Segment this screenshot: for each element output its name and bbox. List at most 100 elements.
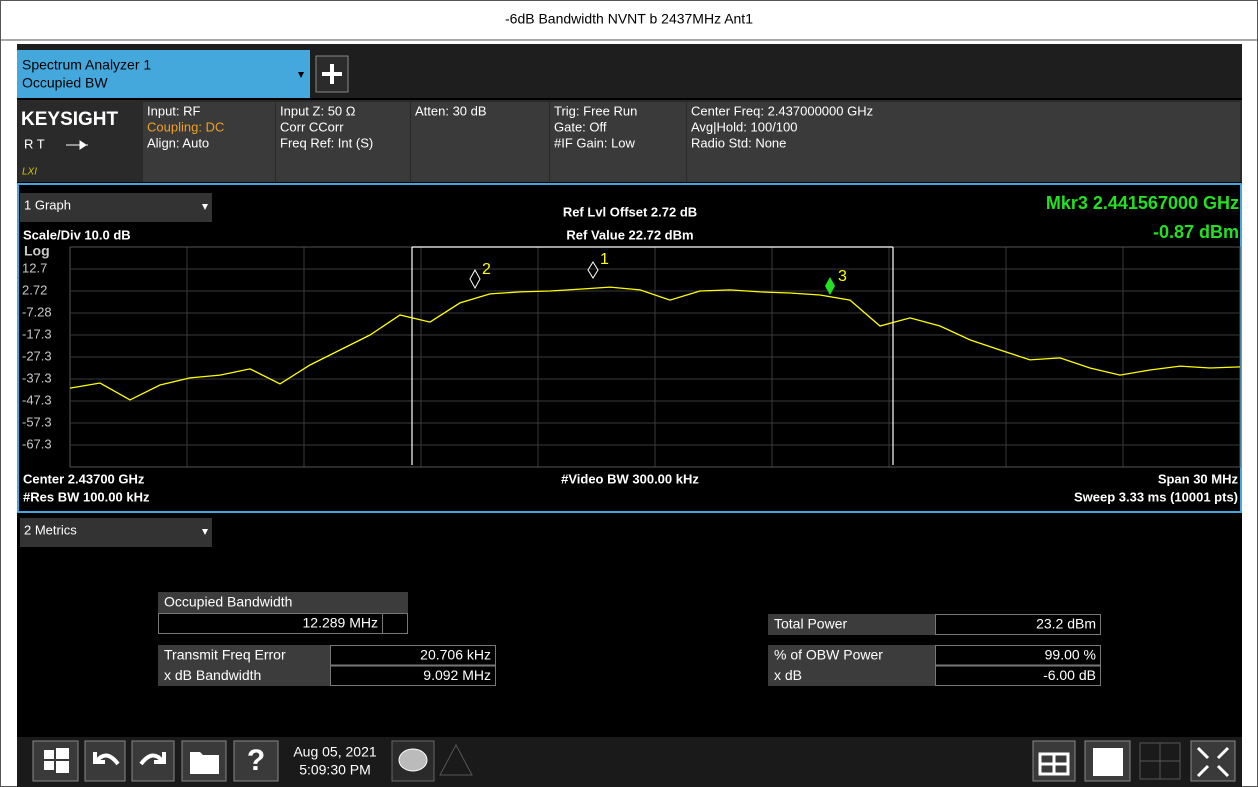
info-cell <box>411 102 549 182</box>
y-tick-label: 12.7 <box>22 260 47 275</box>
y-tick-label: 2.72 <box>22 282 47 297</box>
date: Aug 05, 2021 <box>293 744 377 760</box>
layout-icon <box>1038 752 1070 776</box>
metric-label-cell <box>768 645 935 666</box>
tab-line1: Spectrum Analyzer 1 <box>22 57 151 73</box>
time: 5:09:30 PM <box>299 762 371 778</box>
info-text: Coupling: DC <box>147 119 224 134</box>
y-tick-label: -57.3 <box>22 414 52 429</box>
title: -6dB Bandwidth NVNT b 2437MHz Ant1 <box>505 11 753 27</box>
obw-label: Occupied Bandwidth <box>164 594 292 610</box>
info-text: Input: RF <box>147 103 201 118</box>
graph-panel-label: 1 Graph <box>24 197 71 212</box>
info-text: Gate: Off <box>554 119 607 134</box>
metric-label-cell <box>158 665 330 686</box>
obw-value: 12.289 MHz <box>303 615 378 631</box>
lxi: LXI <box>22 167 37 178</box>
metric-cell <box>935 614 1101 635</box>
metric-label-cell <box>768 614 935 635</box>
marker-label: 2 <box>482 261 491 278</box>
marker-freq: Mkr3 2.441567000 GHz <box>1046 193 1239 213</box>
metric-value: 20.706 kHz <box>420 647 491 663</box>
center: Center 2.43700 GHz <box>23 471 145 486</box>
fullscreen-icon <box>1196 746 1230 778</box>
res-bw: #Res BW 100.00 kHz <box>23 489 150 504</box>
brand: KEYSIGHT <box>21 109 119 130</box>
info-text: Corr CCorr <box>280 119 344 134</box>
help-icon: ? <box>247 744 265 777</box>
metric-cell <box>330 645 496 666</box>
log-label: Log <box>24 243 50 259</box>
info-text: Input Z: 50 Ω <box>280 103 356 118</box>
tab-caret <box>298 72 304 78</box>
metric-label: x dB <box>774 667 802 683</box>
info-text: Radio Std: None <box>691 135 786 150</box>
tab[interactable] <box>17 50 310 98</box>
grid-icon[interactable] <box>1139 742 1181 780</box>
windows-icon <box>44 748 69 773</box>
caret <box>202 529 208 535</box>
chat-icon <box>398 748 428 772</box>
redo-icon <box>139 752 166 766</box>
graph-dropdown[interactable] <box>20 193 212 222</box>
metric-cell <box>935 645 1101 666</box>
help-button[interactable] <box>233 740 279 782</box>
tab-line2: Occupied BW <box>22 75 108 91</box>
info-text: Freq Ref: Int (S) <box>280 135 373 150</box>
marker-label: 1 <box>600 251 609 268</box>
metric-label-cell <box>158 645 330 666</box>
caret <box>202 204 208 210</box>
metric-cell <box>330 665 496 686</box>
metrics-panel-label: 2 Metrics <box>24 522 77 537</box>
video-bw: #Video BW 300.00 kHz <box>561 471 699 486</box>
metric-cell <box>935 665 1101 686</box>
obw-bracket <box>411 246 894 465</box>
y-tick-label: -37.3 <box>22 370 52 385</box>
info-text: #IF Gain: Low <box>554 135 636 150</box>
info-cell <box>276 102 410 182</box>
marker-diamond <box>825 277 835 295</box>
marker-diamond <box>587 261 599 279</box>
total-value: 23.2 dBm <box>1036 616 1096 632</box>
marker-diamond <box>469 268 481 290</box>
y-tick-label: -17.3 <box>22 326 52 341</box>
span: Span 30 MHz <box>1158 471 1239 486</box>
y-tick-label: -27.3 <box>22 348 52 363</box>
y-tick-label: -47.3 <box>22 392 52 407</box>
redo-button[interactable] <box>131 740 175 782</box>
info-cell <box>143 102 275 182</box>
metric-value: 9.092 MHz <box>423 667 491 683</box>
metric-label: x dB Bandwidth <box>164 667 261 683</box>
plus-icon <box>322 64 342 84</box>
info-text: Atten: 30 dB <box>415 103 487 118</box>
metric-value: -6.00 dB <box>1043 667 1096 683</box>
sweep: Sweep 3.33 ms (10001 pts) <box>1074 489 1238 504</box>
ref-offset: Ref Lvl Offset 2.72 dB <box>563 204 697 219</box>
total-label: Total Power <box>774 616 847 632</box>
windows-button[interactable] <box>32 740 79 782</box>
info-text: Avg|Hold: 100/100 <box>691 119 798 134</box>
metrics-rows: Transmit Freq Error 20.706 kHz x dB Bandwi… <box>158 645 1101 686</box>
metric-value: 99.00 % <box>1045 647 1096 663</box>
metric-cell <box>382 613 408 634</box>
trace <box>69 286 1241 401</box>
scale: Scale/Div 10.0 dB <box>23 227 131 242</box>
rt: R T <box>24 136 45 151</box>
graph-panel <box>17 183 1242 513</box>
marker-label: 3 <box>838 268 847 285</box>
ref-value: Ref Value 22.72 dBm <box>566 227 693 242</box>
alert-icon <box>439 743 473 776</box>
metric-label: % of OBW Power <box>774 647 883 663</box>
info-cell <box>687 102 1240 182</box>
touch-icon <box>1093 748 1123 776</box>
y-tick-label: -67.3 <box>22 436 52 451</box>
metric-header <box>158 592 408 613</box>
metrics-dropdown[interactable] <box>20 518 212 547</box>
folder-icon <box>190 752 219 774</box>
marker-level: -0.87 dBm <box>1153 222 1239 242</box>
y-tick-label: -7.28 <box>22 304 52 319</box>
info-text: Center Freq: 2.437000000 GHz <box>691 103 873 118</box>
